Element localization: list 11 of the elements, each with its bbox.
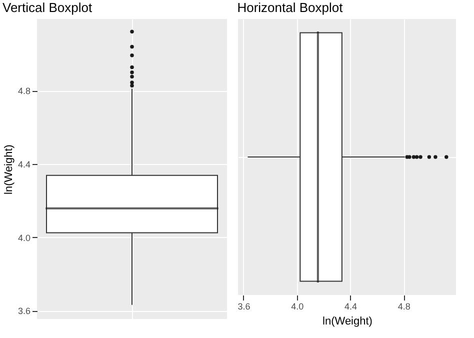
y-tick-label: 4.4 xyxy=(18,159,30,170)
y-tick-label: 4.0 xyxy=(18,232,30,243)
x-tick-label: 3.6 xyxy=(238,302,250,312)
chart-title: Horizontal Boxplot xyxy=(237,0,344,15)
x-axis-title: ln(Weight) xyxy=(322,316,372,328)
y-axis-title: ln(Weight) xyxy=(2,144,15,194)
x-tick-label: 4.8 xyxy=(398,302,410,312)
chart-title: Vertical Boxplot xyxy=(2,0,92,15)
x-tick-label: 4.0 xyxy=(291,302,304,312)
y-tick-label: 4.8 xyxy=(18,86,30,96)
x-tick-label: 4.4 xyxy=(344,302,357,312)
